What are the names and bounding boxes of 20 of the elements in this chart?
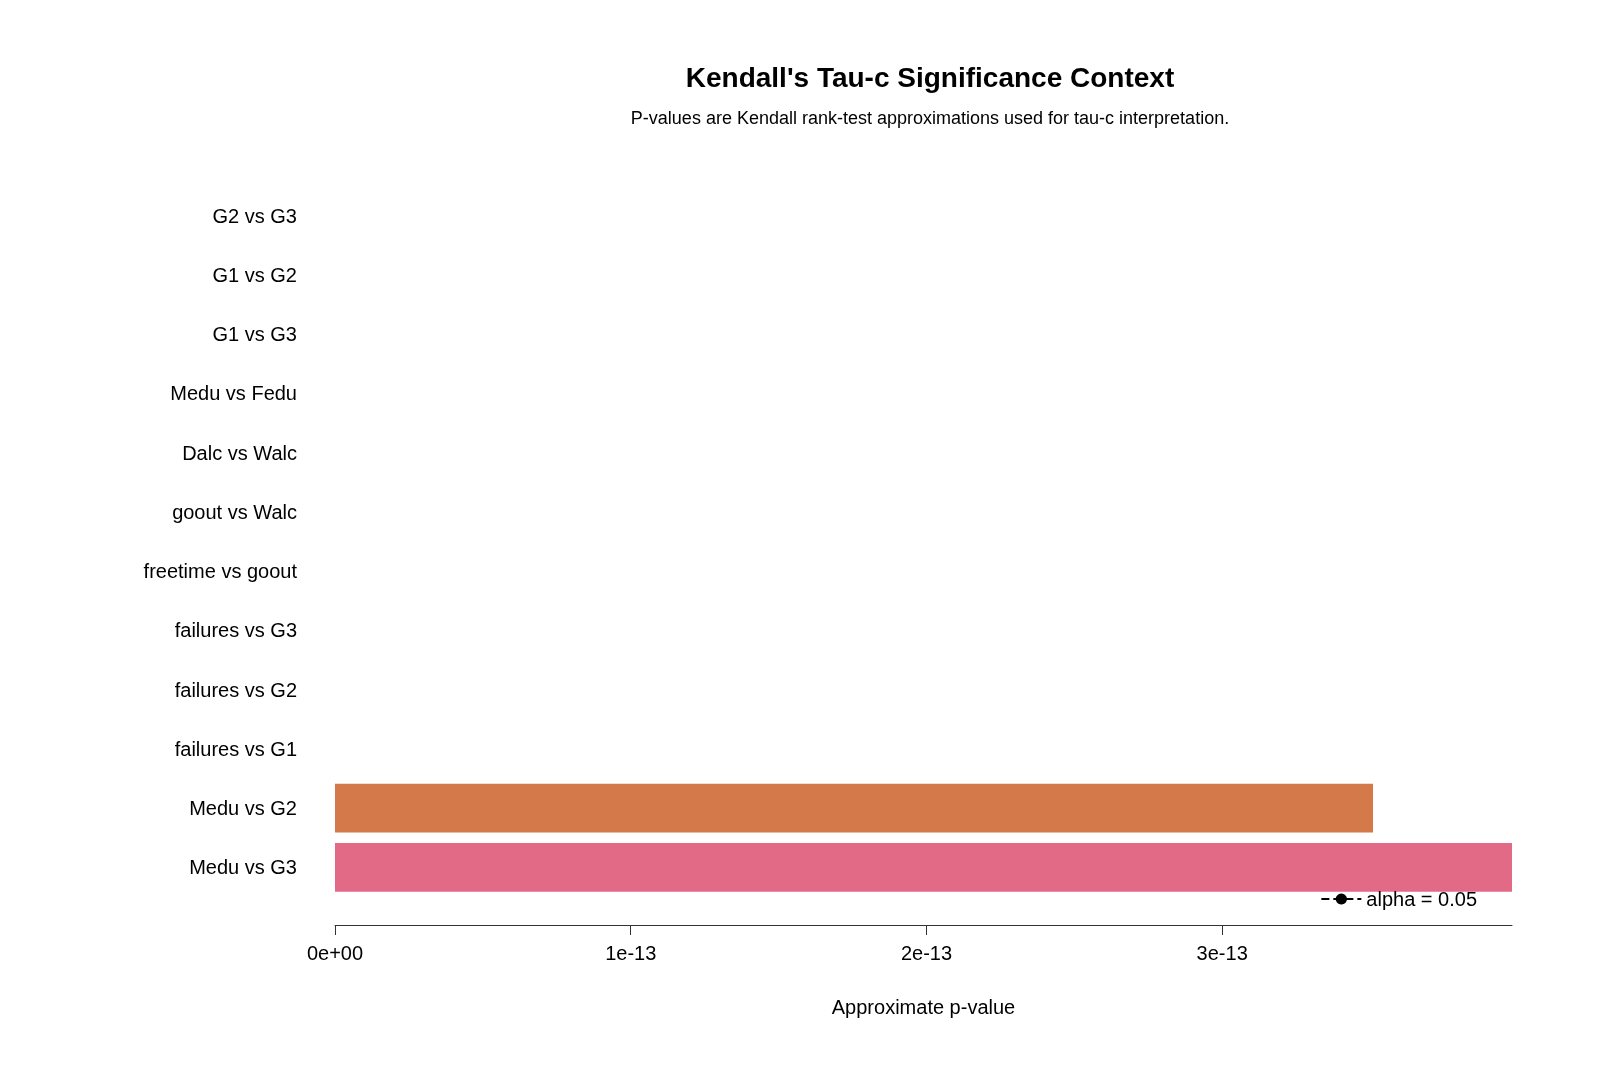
- y-tick-label: Medu vs Fedu: [170, 382, 297, 405]
- y-tick-label: Dalc vs Walc: [182, 441, 297, 464]
- y-tick-label: failures vs G2: [174, 678, 297, 701]
- x-tick-label: 2e-13: [900, 942, 953, 964]
- chart-title: Kendall's Tau-c Significance Context: [685, 61, 1175, 93]
- y-tick-label: failures vs G1: [174, 737, 297, 760]
- legend-label: alpha = 0.05: [1366, 888, 1477, 910]
- y-tick-label: goout vs Walc: [172, 500, 297, 523]
- y-tick-label: G1 vs G2: [212, 263, 297, 286]
- x-tick-label: 3e-13: [1196, 942, 1248, 964]
- y-tick-label: G1 vs G3: [212, 323, 297, 346]
- x-tick-label: 1e-13: [605, 942, 657, 964]
- y-tick-label: G2 vs G3: [212, 204, 297, 227]
- y-tick-label: failures vs G3: [174, 619, 297, 642]
- y-tick-label: Medu vs G2: [189, 797, 297, 820]
- y-tick-label: freetime vs goout: [143, 560, 298, 583]
- chart-subtitle: P-values are Kendall rank-test approximations used for tau-c interpretation.: [630, 108, 1230, 128]
- x-tick-label: 0e+00: [306, 942, 364, 964]
- x-axis-title: Approximate p-value: [831, 996, 1016, 1018]
- y-tick-label: Medu vs G3: [189, 856, 297, 879]
